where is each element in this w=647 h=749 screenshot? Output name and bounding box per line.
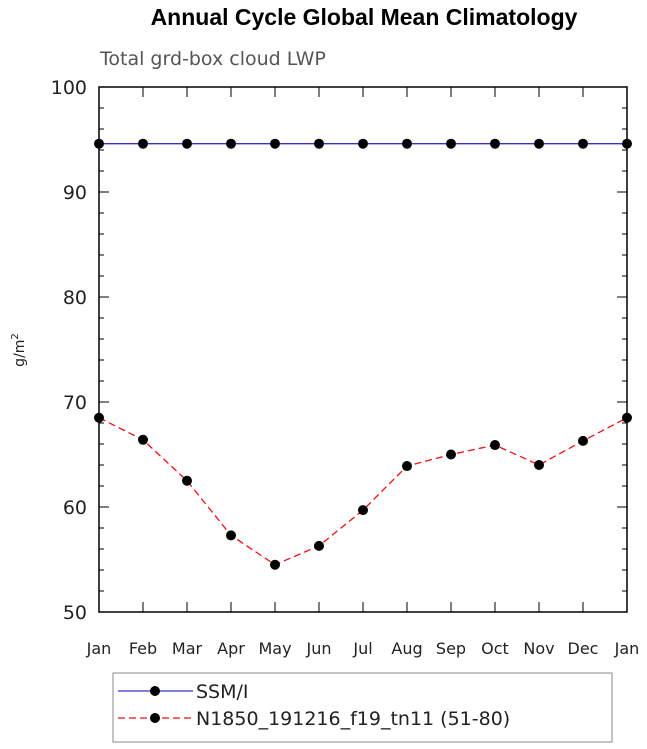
- y-tick-label: 60: [63, 497, 87, 519]
- y-tick-label: 100: [51, 77, 87, 99]
- x-tick-label: Dec: [568, 639, 599, 658]
- data-point: [490, 440, 500, 451]
- data-point: [314, 138, 324, 149]
- x-tick-label: May: [258, 639, 291, 658]
- y-axis-label-superscript: 2: [10, 333, 21, 339]
- chart-title: Annual Cycle Global Mean Climatology: [151, 4, 578, 30]
- data-point: [578, 138, 588, 149]
- series-1: [94, 138, 632, 149]
- y-tick-label: 70: [63, 392, 87, 414]
- data-point: [490, 138, 500, 149]
- y-axis-label: g/m2: [10, 333, 28, 367]
- series-2: [94, 412, 632, 570]
- legend-label: SSM/I: [196, 681, 249, 703]
- x-tick-label: Nov: [523, 639, 554, 658]
- x-tick-label: Jan: [86, 639, 112, 658]
- x-tick-label: Aug: [391, 639, 422, 658]
- x-tick-label: Jan: [614, 639, 640, 658]
- x-tick-label: Sep: [436, 639, 466, 658]
- data-point: [138, 138, 148, 149]
- legend-marker: [150, 686, 160, 696]
- data-point: [182, 475, 192, 486]
- data-point: [270, 559, 280, 570]
- y-axis-label-text: g/m: [12, 340, 28, 367]
- data-point: [270, 138, 280, 149]
- data-point: [226, 138, 236, 149]
- data-point: [314, 540, 324, 551]
- y-tick-label: 50: [63, 602, 87, 624]
- data-point: [358, 505, 368, 516]
- x-tick-label: Mar: [172, 639, 203, 658]
- y-tick-label: 80: [63, 287, 87, 309]
- legend-marker: [150, 713, 160, 723]
- chart-subtitle: Total grd-box cloud LWP: [99, 48, 326, 70]
- series-line: [98, 417, 628, 566]
- x-tick-label: Jun: [306, 639, 332, 658]
- data-point: [402, 461, 412, 472]
- data-point: [138, 434, 148, 445]
- data-point: [402, 138, 412, 149]
- x-tick-label: Jul: [352, 639, 372, 658]
- x-tick-label: Oct: [481, 639, 509, 658]
- legend-box: [112, 672, 613, 743]
- data-point: [226, 530, 236, 541]
- series-group: [94, 138, 632, 570]
- y-axis: 50 60 70 80 90 100: [51, 77, 627, 624]
- data-point: [534, 460, 544, 470]
- legend: SSM/I N1850_191216_f19_tn11 (51-80): [112, 672, 613, 743]
- x-axis: Jan Feb Mar Apr May Jun Jul Aug Sep Oct Nov Dec Jan: [86, 87, 640, 658]
- data-point: [446, 449, 456, 460]
- data-point: [578, 435, 588, 446]
- data-point: [182, 138, 192, 149]
- plot-frame: [98, 86, 628, 613]
- x-tick-label: Apr: [217, 639, 245, 658]
- legend-label: N1850_191216_f19_tn11 (51-80): [196, 708, 510, 730]
- data-point: [446, 138, 456, 149]
- data-point: [358, 138, 368, 149]
- y-tick-label: 90: [63, 182, 87, 204]
- x-tick-label: Feb: [129, 639, 157, 658]
- data-point: [534, 138, 544, 149]
